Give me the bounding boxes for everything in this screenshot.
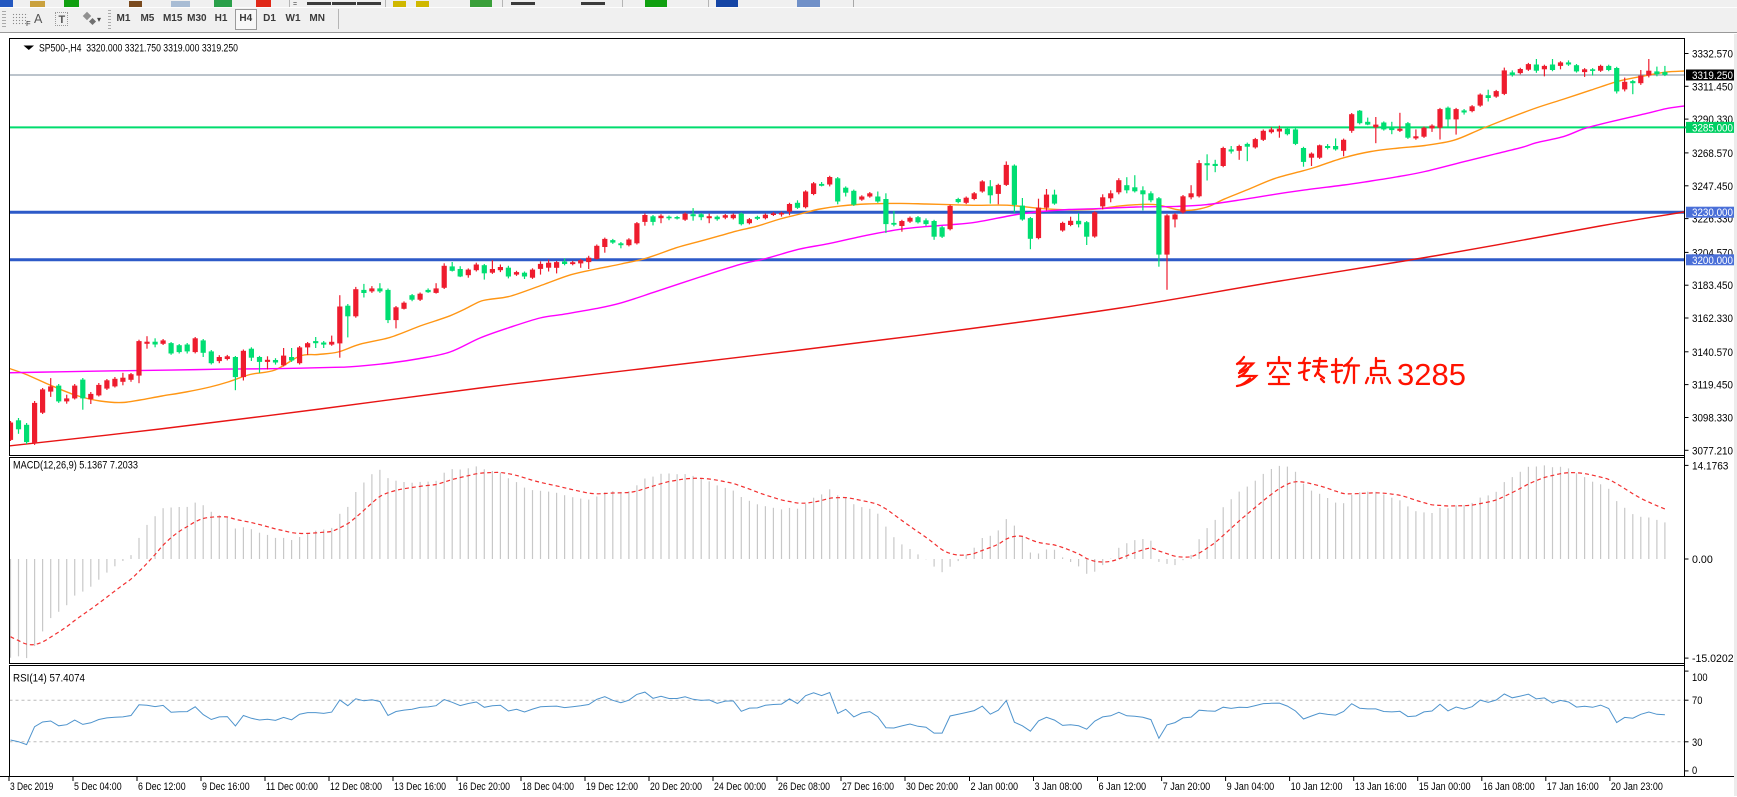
svg-text:3162.330: 3162.330 (1692, 313, 1733, 325)
svg-text:5 Dec 04:00: 5 Dec 04:00 (74, 781, 122, 793)
svg-text:0: 0 (1692, 765, 1697, 777)
svg-text:24 Dec 00:00: 24 Dec 00:00 (714, 781, 766, 793)
svg-text:3230.000: 3230.000 (1692, 207, 1733, 219)
svg-text:17 Jan 16:00: 17 Jan 16:00 (1547, 781, 1599, 793)
svg-text:100: 100 (1692, 672, 1708, 684)
svg-text:18 Dec 04:00: 18 Dec 04:00 (522, 781, 574, 793)
svg-text:14.1763: 14.1763 (1692, 460, 1728, 472)
svg-text:3077.210: 3077.210 (1692, 445, 1733, 457)
svg-text:30 Dec 20:00: 30 Dec 20:00 (906, 781, 958, 793)
svg-text:-15.0202: -15.0202 (1692, 653, 1734, 665)
svg-text:3183.450: 3183.450 (1692, 280, 1733, 292)
svg-text:MACD(12,26,9) 5.1367 7.2033: MACD(12,26,9) 5.1367 7.2033 (13, 460, 138, 472)
svg-text:11 Dec 00:00: 11 Dec 00:00 (266, 781, 318, 793)
svg-text:3247.450: 3247.450 (1692, 181, 1733, 193)
svg-text:2 Jan 00:00: 2 Jan 00:00 (971, 781, 1019, 793)
svg-text:3319.250: 3319.250 (1692, 70, 1733, 82)
svg-text:6 Jan 12:00: 6 Jan 12:00 (1099, 781, 1147, 793)
svg-text:3332.570: 3332.570 (1692, 49, 1733, 61)
svg-text:7 Jan 20:00: 7 Jan 20:00 (1163, 781, 1211, 793)
svg-text:RSI(14) 57.4074: RSI(14) 57.4074 (13, 673, 85, 685)
svg-text:70: 70 (1692, 695, 1702, 707)
svg-text:16 Jan 08:00: 16 Jan 08:00 (1483, 781, 1535, 793)
svg-text:19 Dec 12:00: 19 Dec 12:00 (586, 781, 638, 793)
svg-text:13 Jan 16:00: 13 Jan 16:00 (1355, 781, 1407, 793)
svg-text:16 Dec 20:00: 16 Dec 20:00 (458, 781, 510, 793)
svg-text:12 Dec 08:00: 12 Dec 08:00 (330, 781, 382, 793)
svg-text:3311.450: 3311.450 (1692, 81, 1733, 93)
svg-text:3268.570: 3268.570 (1692, 148, 1733, 160)
svg-text:3200.000: 3200.000 (1692, 255, 1733, 267)
svg-text:10 Jan 12:00: 10 Jan 12:00 (1291, 781, 1343, 793)
svg-text:3 Dec 2019: 3 Dec 2019 (10, 781, 53, 793)
svg-text:9 Dec 16:00: 9 Dec 16:00 (202, 781, 250, 793)
svg-text:3285: 3285 (1397, 357, 1466, 392)
svg-text:6 Dec 12:00: 6 Dec 12:00 (138, 781, 186, 793)
svg-text:30: 30 (1692, 737, 1702, 749)
svg-text:15 Jan 00:00: 15 Jan 00:00 (1419, 781, 1471, 793)
svg-text:20 Dec 20:00: 20 Dec 20:00 (650, 781, 702, 793)
svg-text:SP500-,H4 3320.000 3321.750 3: SP500-,H4 3320.000 3321.750 3319.000 331… (39, 43, 238, 55)
svg-text:3140.570: 3140.570 (1692, 347, 1733, 359)
svg-text:3 Jan 08:00: 3 Jan 08:00 (1035, 781, 1083, 793)
svg-text:20 Jan 23:00: 20 Jan 23:00 (1611, 781, 1663, 793)
svg-text:3285.000: 3285.000 (1692, 122, 1733, 134)
svg-text:13 Dec 16:00: 13 Dec 16:00 (394, 781, 446, 793)
svg-text:3119.450: 3119.450 (1692, 380, 1733, 392)
svg-text:26 Dec 08:00: 26 Dec 08:00 (778, 781, 830, 793)
svg-text:9 Jan 04:00: 9 Jan 04:00 (1227, 781, 1275, 793)
svg-text:27 Dec 16:00: 27 Dec 16:00 (842, 781, 894, 793)
svg-text:3098.330: 3098.330 (1692, 413, 1733, 425)
svg-text:0.00: 0.00 (1692, 554, 1713, 566)
